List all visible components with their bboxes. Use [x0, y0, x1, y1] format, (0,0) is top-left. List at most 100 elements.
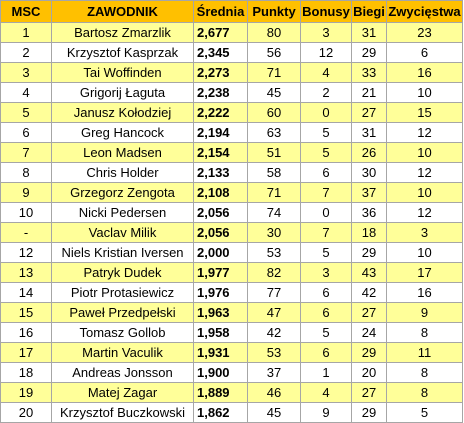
rider-name-cell: Chris Holder	[51, 162, 194, 183]
rider-name-cell: Matej Zagar	[51, 382, 194, 403]
average-cell: 2,154	[193, 142, 248, 163]
bonus-cell: 5	[300, 142, 352, 163]
rank-cell: 15	[0, 302, 52, 323]
wins-cell: 23	[386, 22, 463, 43]
heats-cell: 27	[351, 302, 387, 323]
wins-cell: 11	[386, 342, 463, 363]
points-cell: 71	[247, 182, 301, 203]
wins-cell: 10	[386, 142, 463, 163]
header-srednia: Średnia	[193, 0, 248, 23]
rank-cell: 8	[0, 162, 52, 183]
table-row: 17 Martin Vaculik 1,931 53 6 29 11	[0, 342, 463, 363]
bonus-cell: 3	[300, 22, 352, 43]
rank-cell: 7	[0, 142, 52, 163]
heats-cell: 21	[351, 82, 387, 103]
rider-name-cell: Piotr Protasiewicz	[51, 282, 194, 303]
heats-cell: 24	[351, 322, 387, 343]
average-cell: 1,862	[193, 402, 248, 423]
rider-name-cell: Janusz Kołodziej	[51, 102, 194, 123]
wins-cell: 3	[386, 222, 463, 243]
header-row: MSC ZAWODNIK Średnia Punkty Bonusy Biegi…	[0, 0, 463, 23]
table-row: 9 Grzegorz Zengota 2,108 71 7 37 10	[0, 182, 463, 203]
bonus-cell: 5	[300, 322, 352, 343]
wins-cell: 8	[386, 322, 463, 343]
points-cell: 37	[247, 362, 301, 383]
rider-name-cell: Andreas Jonsson	[51, 362, 194, 383]
bonus-cell: 7	[300, 222, 352, 243]
average-cell: 1,889	[193, 382, 248, 403]
points-cell: 51	[247, 142, 301, 163]
average-cell: 1,963	[193, 302, 248, 323]
heats-cell: 29	[351, 342, 387, 363]
average-cell: 1,931	[193, 342, 248, 363]
bonus-cell: 7	[300, 182, 352, 203]
wins-cell: 12	[386, 122, 463, 143]
rider-name-cell: Nicki Pedersen	[51, 202, 194, 223]
bonus-cell: 5	[300, 242, 352, 263]
table-row: 19 Matej Zagar 1,889 46 4 27 8	[0, 382, 463, 403]
table-row: 13 Patryk Dudek 1,977 82 3 43 17	[0, 262, 463, 283]
points-cell: 45	[247, 82, 301, 103]
heats-cell: 29	[351, 402, 387, 423]
points-cell: 30	[247, 222, 301, 243]
heats-cell: 18	[351, 222, 387, 243]
heats-cell: 42	[351, 282, 387, 303]
rider-name-cell: Tomasz Gollob	[51, 322, 194, 343]
rank-cell: 19	[0, 382, 52, 403]
bonus-cell: 6	[300, 302, 352, 323]
bonus-cell: 12	[300, 42, 352, 63]
average-cell: 2,108	[193, 182, 248, 203]
wins-cell: 5	[386, 402, 463, 423]
bonus-cell: 6	[300, 342, 352, 363]
average-cell: 1,976	[193, 282, 248, 303]
bonus-cell: 2	[300, 82, 352, 103]
rider-name-cell: Leon Madsen	[51, 142, 194, 163]
wins-cell: 16	[386, 62, 463, 83]
bonus-cell: 9	[300, 402, 352, 423]
points-cell: 53	[247, 242, 301, 263]
heats-cell: 20	[351, 362, 387, 383]
average-cell: 2,238	[193, 82, 248, 103]
points-cell: 45	[247, 402, 301, 423]
rider-name-cell: Vaclav Milik	[51, 222, 194, 243]
average-cell: 2,273	[193, 62, 248, 83]
rank-cell: 2	[0, 42, 52, 63]
rank-cell: 20	[0, 402, 52, 423]
heats-cell: 31	[351, 122, 387, 143]
rider-name-cell: Greg Hancock	[51, 122, 194, 143]
wins-cell: 10	[386, 242, 463, 263]
bonus-cell: 3	[300, 262, 352, 283]
rider-name-cell: Patryk Dudek	[51, 262, 194, 283]
wins-cell: 10	[386, 182, 463, 203]
header-zawodnik: ZAWODNIK	[51, 0, 194, 23]
wins-cell: 10	[386, 82, 463, 103]
header-bonusy: Bonusy	[300, 0, 352, 23]
heats-cell: 29	[351, 242, 387, 263]
bonus-cell: 4	[300, 62, 352, 83]
rider-name-cell: Paweł Przedpełski	[51, 302, 194, 323]
bonus-cell: 0	[300, 102, 352, 123]
points-cell: 56	[247, 42, 301, 63]
points-cell: 42	[247, 322, 301, 343]
rider-name-cell: Krzysztof Kasprzak	[51, 42, 194, 63]
table-row: 10 Nicki Pedersen 2,056 74 0 36 12	[0, 202, 463, 223]
rank-cell: 3	[0, 62, 52, 83]
points-cell: 60	[247, 102, 301, 123]
header-biegi: Biegi	[351, 0, 387, 23]
heats-cell: 43	[351, 262, 387, 283]
heats-cell: 30	[351, 162, 387, 183]
heats-cell: 26	[351, 142, 387, 163]
table-row: 20 Krzysztof Buczkowski 1,862 45 9 29 5	[0, 402, 463, 423]
table-row: - Vaclav Milik 2,056 30 7 18 3	[0, 222, 463, 243]
average-cell: 2,677	[193, 22, 248, 43]
points-cell: 53	[247, 342, 301, 363]
table-row: 5 Janusz Kołodziej 2,222 60 0 27 15	[0, 102, 463, 123]
rider-name-cell: Grigorij Łaguta	[51, 82, 194, 103]
points-cell: 58	[247, 162, 301, 183]
table-row: 4 Grigorij Łaguta 2,238 45 2 21 10	[0, 82, 463, 103]
points-cell: 77	[247, 282, 301, 303]
points-cell: 74	[247, 202, 301, 223]
bonus-cell: 5	[300, 122, 352, 143]
table-row: 7 Leon Madsen 2,154 51 5 26 10	[0, 142, 463, 163]
